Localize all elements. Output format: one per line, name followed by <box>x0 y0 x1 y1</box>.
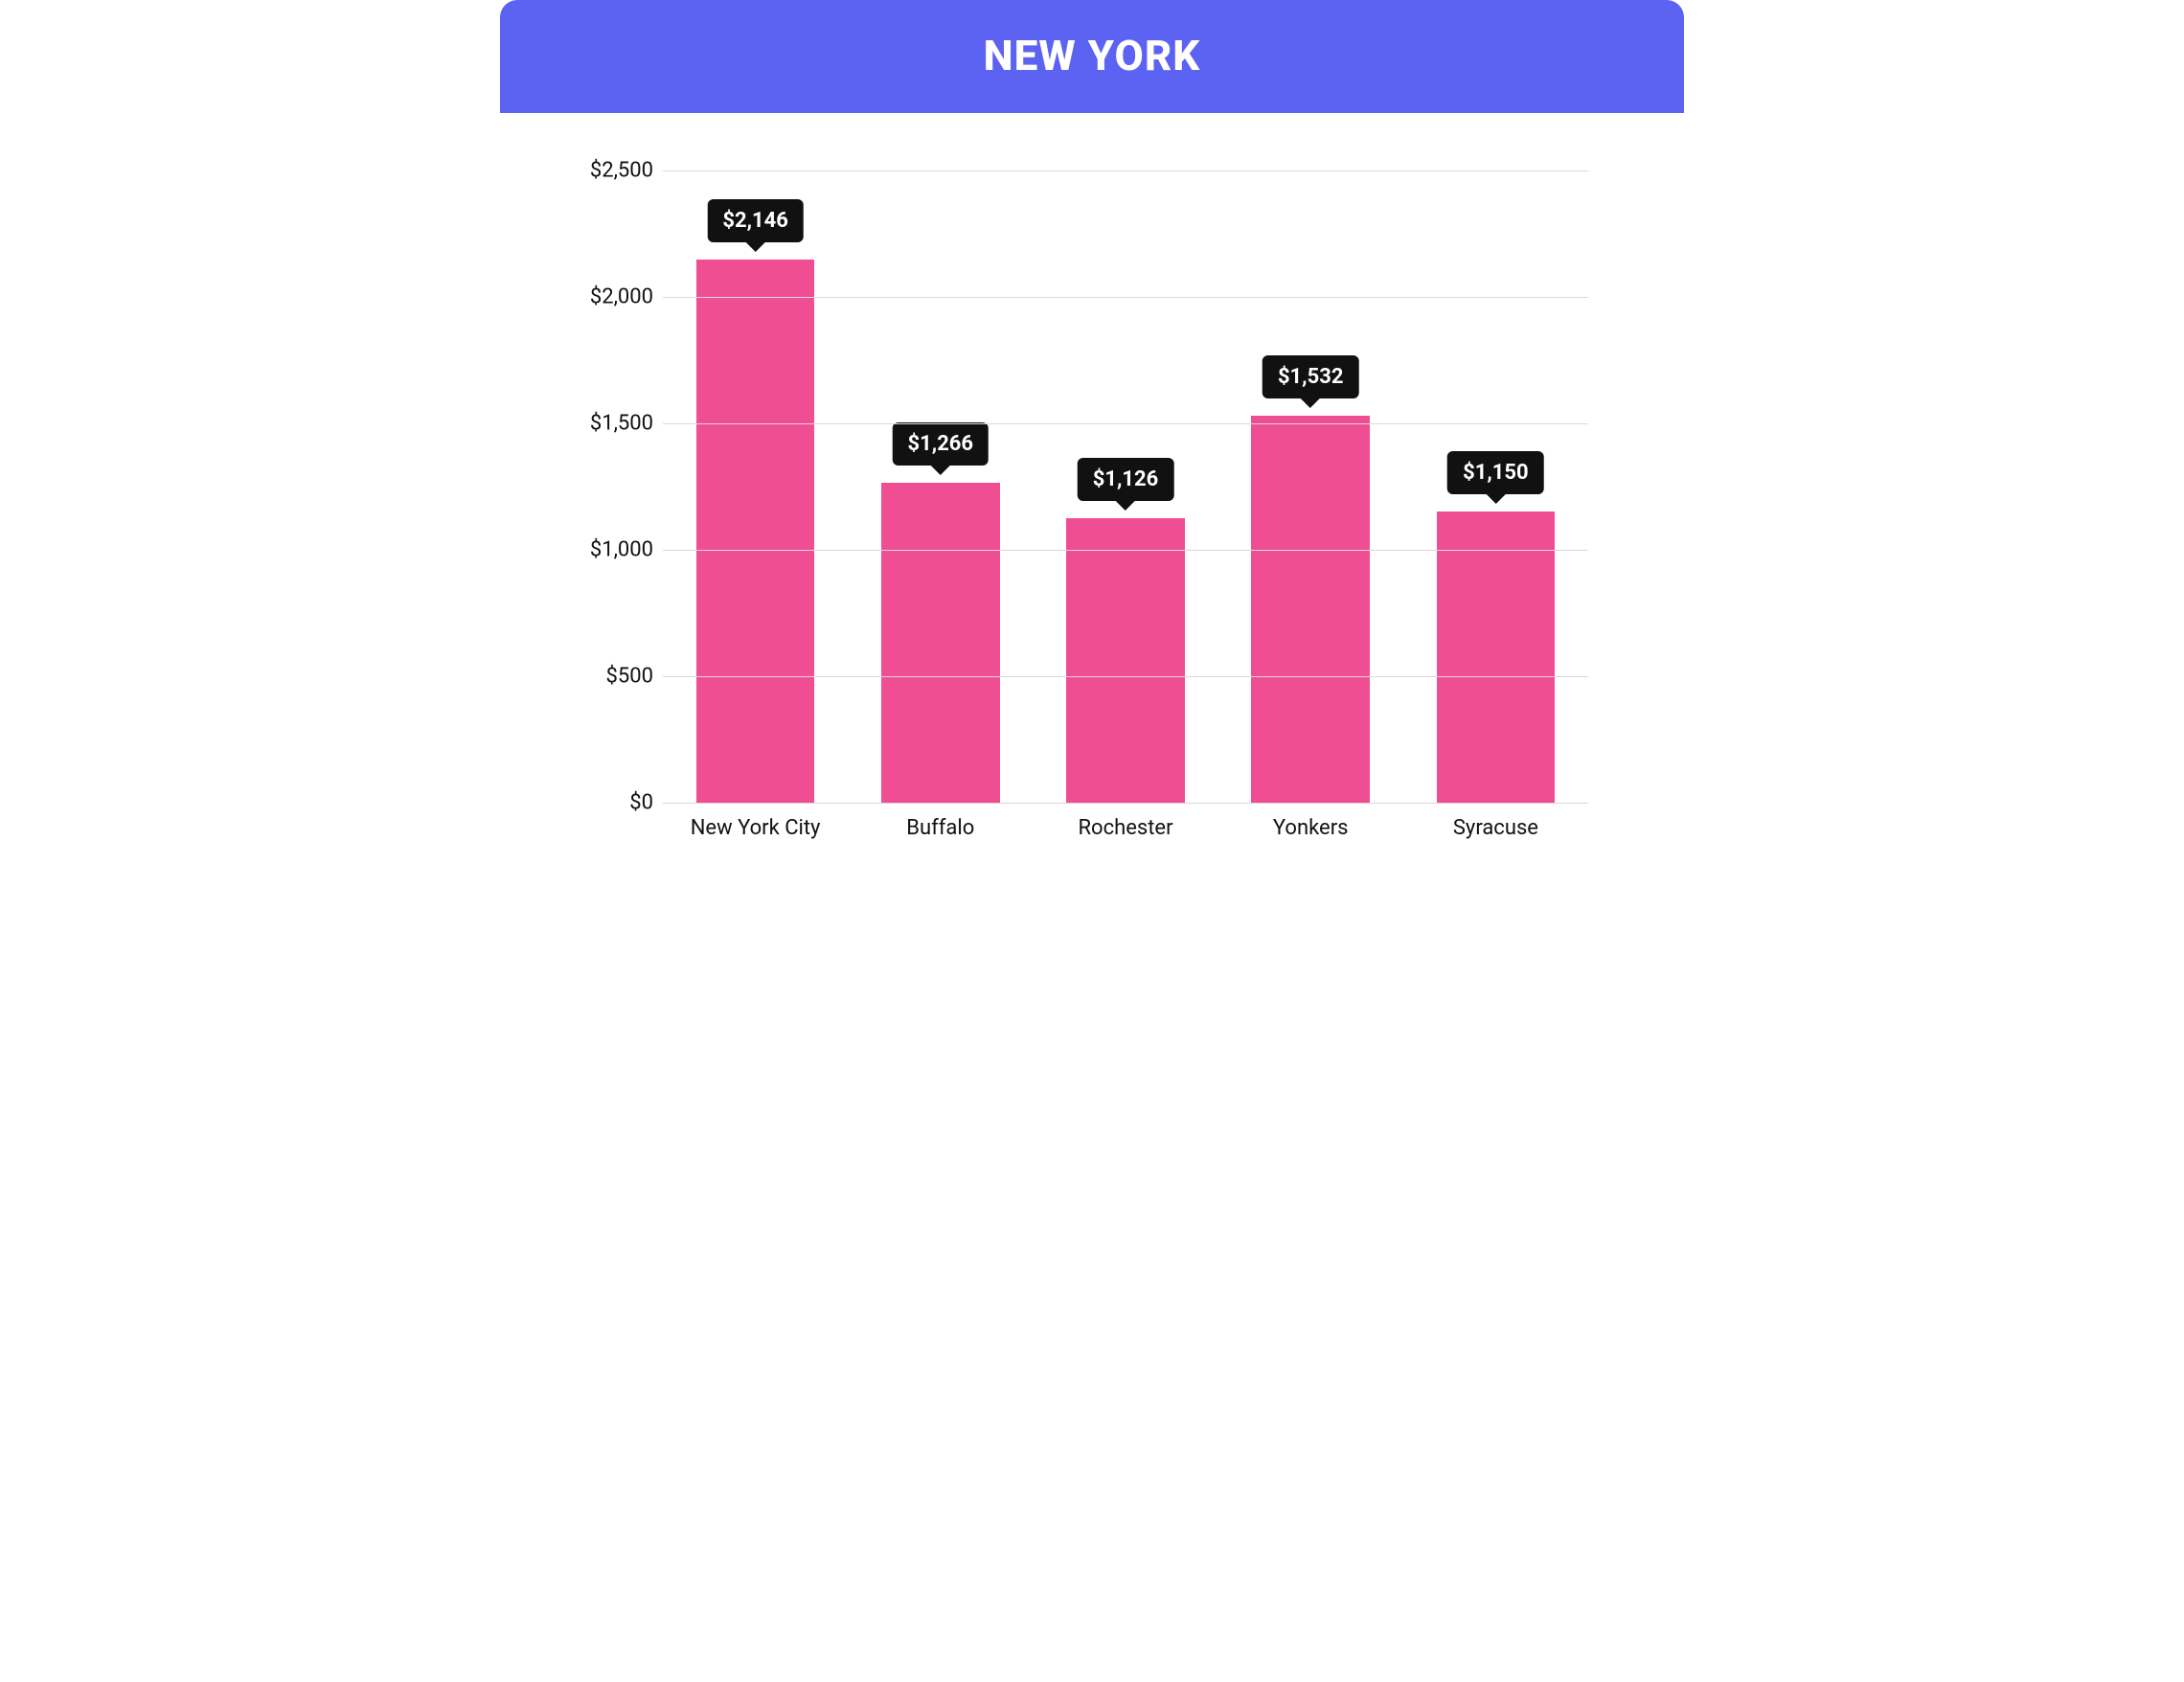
x-axis-labels: New York CityBuffaloRochesterYonkersSyra… <box>663 803 1588 860</box>
bar-slot: $1,150 <box>1403 170 1588 803</box>
bar: $1,532 <box>1251 416 1370 803</box>
grid-line <box>663 550 1588 551</box>
x-tick-label: Syracuse <box>1403 803 1588 860</box>
grid-line <box>663 170 1588 171</box>
bar: $1,266 <box>881 483 1000 803</box>
chart-title: NEW YORK <box>984 31 1201 80</box>
bar: $1,126 <box>1066 518 1185 803</box>
x-tick-label: Buffalo <box>848 803 1033 860</box>
value-tooltip: $1,150 <box>1447 451 1544 494</box>
value-tooltip: $2,146 <box>707 199 804 242</box>
y-tick-label: $2,000 <box>577 285 653 309</box>
grid-line <box>663 676 1588 677</box>
x-tick-label: Yonkers <box>1218 803 1403 860</box>
bar: $2,146 <box>696 260 815 803</box>
value-tooltip: $1,532 <box>1263 355 1359 398</box>
x-tick-label: Rochester <box>1033 803 1217 860</box>
y-tick-label: $500 <box>577 665 653 689</box>
y-tick-label: $2,500 <box>577 159 653 183</box>
chart-body: $2,146 $1,266 $1,126 $1,532 $1,150 $0 $500 $1,… <box>500 113 1684 898</box>
y-tick-label: $1,000 <box>577 538 653 562</box>
value-tooltip: $1,126 <box>1078 458 1174 501</box>
bar: $1,150 <box>1437 511 1556 803</box>
value-tooltip: $1,266 <box>893 422 990 466</box>
bar-slot: $1,532 <box>1218 170 1403 803</box>
grid-line <box>663 297 1588 298</box>
y-tick-label: $1,500 <box>577 412 653 436</box>
chart-header: NEW YORK <box>500 0 1684 113</box>
bar-chart: $2,146$1,266$1,126$1,532$1,150 $0$500$1,… <box>586 170 1598 860</box>
bar-slot: $2,146 <box>663 170 848 803</box>
chart-card: NEW YORK $2,146 $1,266 $1,126 $1,532 $1,150 … <box>500 0 1684 898</box>
plot-area: $2,146$1,266$1,126$1,532$1,150 $0$500$1,… <box>663 170 1588 803</box>
bar-slot: $1,126 <box>1033 170 1217 803</box>
bar-slot: $1,266 <box>848 170 1033 803</box>
x-tick-label: New York City <box>663 803 848 860</box>
bars-container: $2,146 $1,266 $1,126 $1,532 $1,150 <box>663 170 1588 803</box>
y-tick-label: $0 <box>577 791 653 815</box>
grid-line <box>663 423 1588 424</box>
